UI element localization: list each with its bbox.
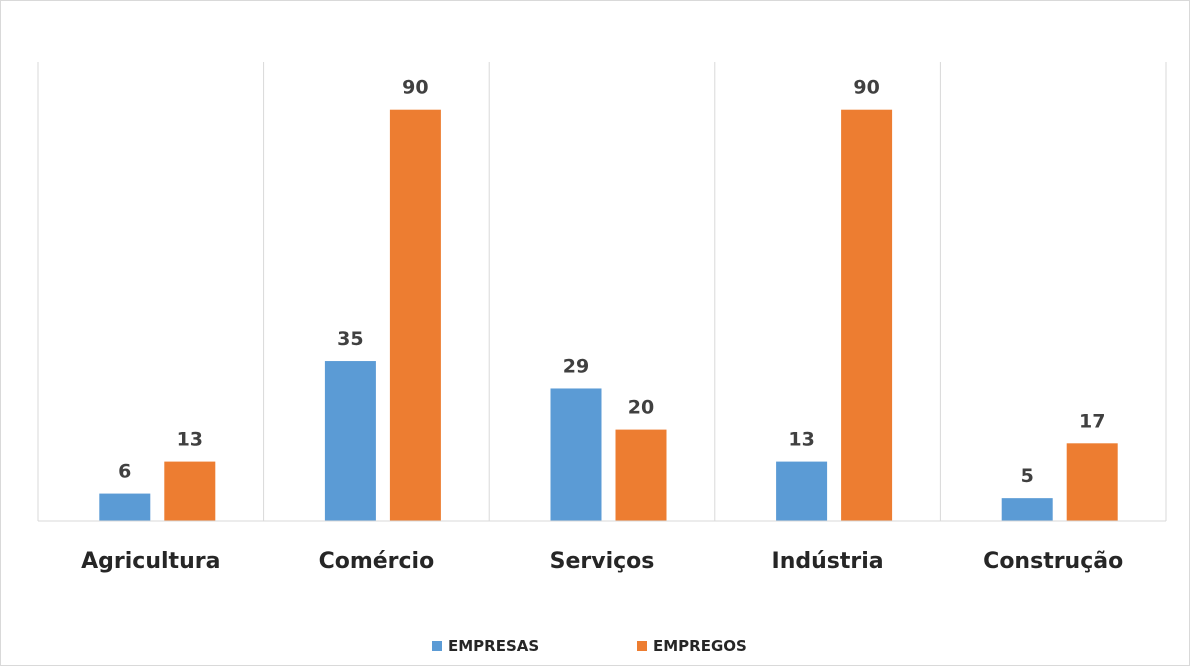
category-label: Comércio	[319, 549, 435, 574]
bar-empresas-1	[324, 361, 376, 521]
bars	[99, 109, 1118, 521]
data-label: 90	[402, 77, 428, 99]
category-labels: Agricultura Comércio Serviços Indústria Cons…	[81, 549, 1123, 574]
data-label: 13	[177, 429, 203, 451]
legend-label: EMPRESAS	[448, 637, 539, 655]
bar-empresas-2	[550, 388, 602, 521]
category-label: Agricultura	[81, 549, 220, 574]
data-label: 90	[853, 77, 879, 99]
legend: EMPRESAS EMPREGOS	[432, 637, 747, 655]
data-label: 13	[788, 429, 814, 451]
data-label: 29	[563, 355, 589, 377]
legend-swatch	[432, 641, 442, 651]
legend-label: EMPREGOS	[653, 637, 747, 655]
bar-empresas-0	[99, 493, 151, 521]
data-label: 35	[337, 328, 363, 350]
category-label: Construção	[983, 549, 1123, 574]
bar-empregos-1	[389, 109, 441, 521]
category-label: Indústria	[772, 549, 884, 574]
bar-empregos-0	[164, 461, 216, 521]
bar-empregos-4	[1066, 443, 1118, 521]
category-label: Serviços	[550, 549, 655, 574]
legend-swatch	[637, 641, 647, 651]
data-label: 17	[1079, 410, 1105, 432]
bar-empregos-2	[615, 429, 667, 521]
bar-empresas-3	[776, 461, 828, 521]
bar-empresas-4	[1001, 498, 1053, 521]
data-label: 5	[1021, 465, 1034, 487]
category-separators	[37, 62, 1167, 521]
data-label: 6	[118, 461, 131, 483]
data-labels: 6 13 35 90 29 20 13 90 5 17	[118, 77, 1105, 487]
bar-empregos-3	[841, 109, 893, 521]
data-label: 20	[628, 397, 654, 419]
